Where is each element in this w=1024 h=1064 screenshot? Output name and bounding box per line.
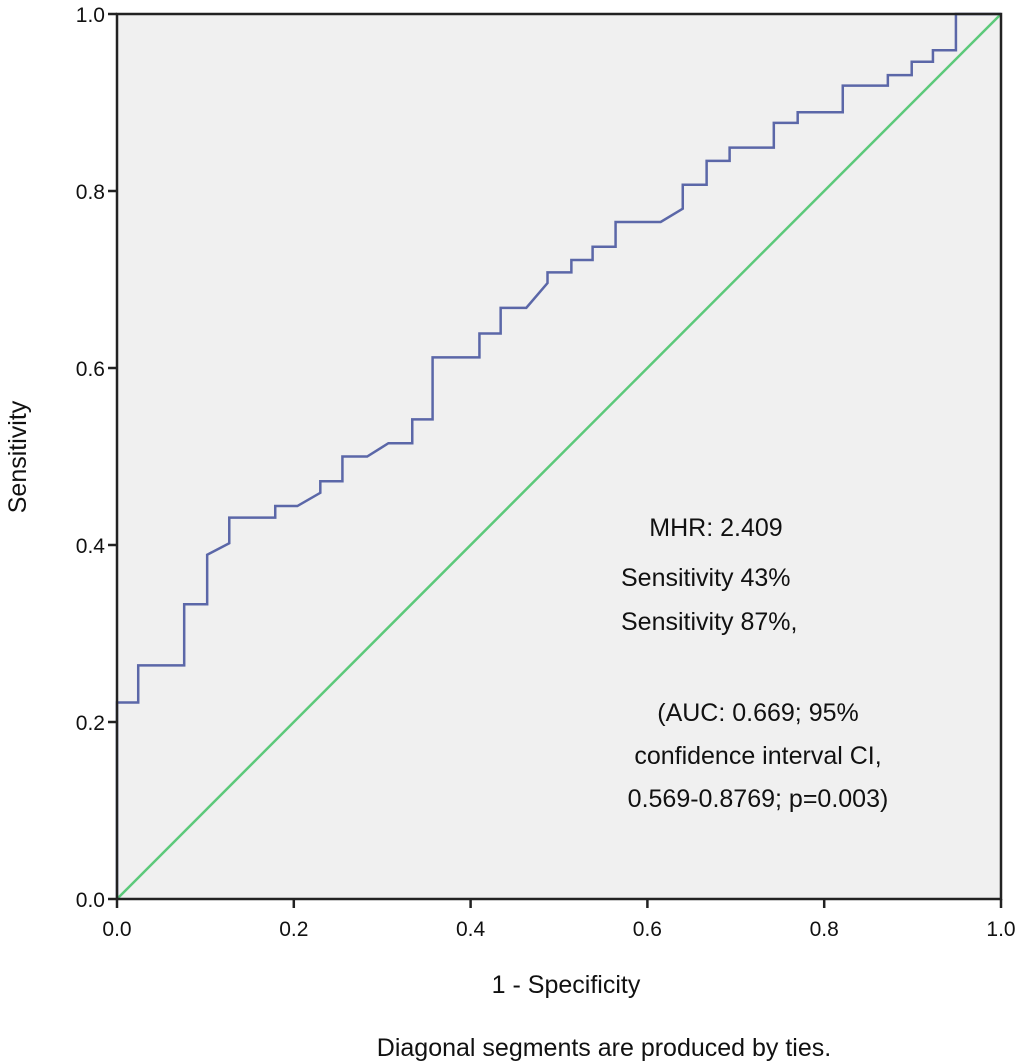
x-tick-label: 0.8 xyxy=(810,918,839,941)
footnote: Diagonal segments are produced by ties. xyxy=(377,1034,831,1062)
y-tick-label: 0.2 xyxy=(76,712,105,735)
annotation-ci: confidence interval CI, xyxy=(634,742,881,770)
x-tick-label: 0.6 xyxy=(633,918,662,941)
x-tick-label: 0.2 xyxy=(279,918,308,941)
annotation-auc: (AUC: 0.669; 95% xyxy=(657,699,859,727)
y-tick-label: 1.0 xyxy=(76,4,105,27)
x-tick-label: 0.4 xyxy=(456,918,486,941)
annotation-ci-range: 0.569-0.8769; p=0.003) xyxy=(628,785,889,813)
y-tick-label: 0.0 xyxy=(76,889,105,912)
annotation-mhr: MHR: 2.409 xyxy=(649,514,782,542)
plot-frame xyxy=(115,12,1003,901)
annotation-block: MHR: 2.409 Sensitivity 43% Sensitivity 8… xyxy=(621,514,888,813)
y-tick-label: 0.6 xyxy=(76,358,105,381)
y-axis-title: Sensitivity xyxy=(4,400,32,513)
x-axis-title: 1 - Specificity xyxy=(492,971,641,999)
x-tick-label: 0.0 xyxy=(102,918,131,941)
y-tick-label: 0.4 xyxy=(76,535,106,558)
x-tick-label: 1.0 xyxy=(986,918,1015,941)
roc-curve xyxy=(115,12,1001,899)
annotation-sensitivity-1: Sensitivity 43% xyxy=(621,564,791,592)
y-tick-label: 0.8 xyxy=(76,181,105,204)
annotation-sensitivity-2: Sensitivity 87%, xyxy=(621,608,797,636)
reference-line xyxy=(116,13,1002,900)
